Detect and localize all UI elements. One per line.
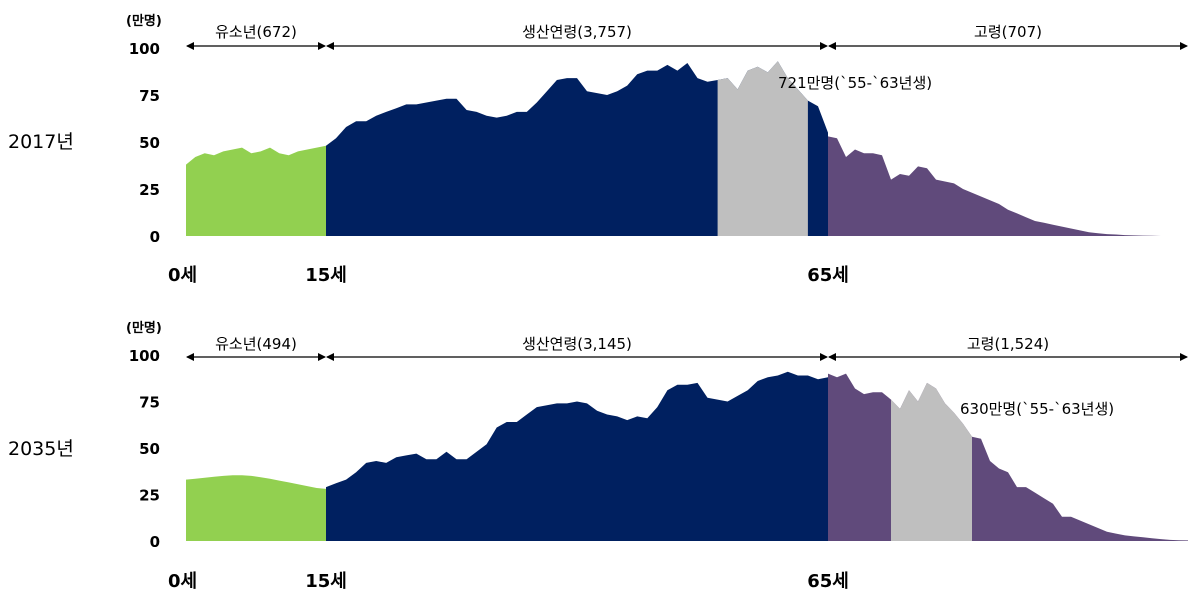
row-label: 2017년 [8, 131, 74, 153]
area-유소년 [186, 145, 326, 236]
babyboom-annotation: 721만명(`55-`63년생) [778, 74, 932, 92]
arrow-head-right [1180, 353, 1188, 361]
area-babyboom [717, 61, 808, 237]
segment-label: 고령(1,524) [967, 335, 1049, 353]
arrow-head-left [186, 353, 194, 361]
x-tick-label: 15세 [305, 265, 347, 286]
row-label: 2035년 [8, 438, 74, 460]
y-tick-label: 75 [139, 394, 160, 412]
arrow-head-right [820, 42, 828, 50]
segment-label-bg [522, 334, 632, 352]
area-고령 [828, 136, 1188, 236]
x-tick-label: 0세 [168, 571, 197, 592]
segment-label: 고령(707) [974, 23, 1042, 41]
area-유소년 [186, 475, 326, 541]
segment-label-bg [522, 22, 632, 40]
y-unit-label: (만명) [126, 13, 162, 29]
y-tick-label: 0 [150, 228, 160, 246]
segment-label: 유소년(672) [215, 23, 297, 41]
y-tick-label: 100 [129, 347, 160, 365]
area-생산연령 [326, 371, 828, 541]
chart-panel-2017년: 2017년 (만명) 100 75 50 25 0 721만명(`55-`63년생) 유소년(6… [8, 13, 1188, 286]
y-unit-label: (만명) [126, 320, 162, 336]
arrow-head-left [326, 42, 334, 50]
arrow-head-left [186, 42, 194, 50]
segment-label-bg [973, 22, 1043, 40]
x-tick-label: 0세 [168, 265, 197, 286]
segment-label: 생산연령(3,757) [522, 23, 632, 41]
segment-label: 유소년(494) [215, 335, 297, 353]
segment-label-bg [216, 22, 296, 40]
arrow-head-right [1180, 42, 1188, 50]
y-tick-label: 100 [129, 40, 160, 58]
area-생산연령 [326, 61, 828, 237]
x-tick-label: 65세 [807, 571, 849, 592]
arrow-head-left [326, 353, 334, 361]
segment-label: 생산연령(3,145) [522, 335, 632, 353]
y-tick-label: 50 [139, 440, 160, 458]
arrow-head-right [318, 353, 326, 361]
arrow-head-left [828, 353, 836, 361]
area-고령 [828, 373, 1188, 541]
y-tick-label: 25 [139, 181, 160, 199]
arrow-head-right [820, 353, 828, 361]
segment-label-bg [963, 334, 1053, 352]
babyboom-annotation: 630만명(`55-`63년생) [960, 400, 1114, 418]
y-tick-label: 50 [139, 134, 160, 152]
x-tick-label: 65세 [807, 265, 849, 286]
segment-label-bg [216, 334, 296, 352]
chart-panel-2035년: 2035년 (만명) 100 75 50 25 0 630만명(`55-`63년생) 유소년(4… [8, 320, 1188, 592]
arrow-head-left [828, 42, 836, 50]
arrow-head-right [318, 42, 326, 50]
y-tick-label: 25 [139, 487, 160, 505]
y-tick-label: 0 [150, 533, 160, 551]
y-tick-label: 75 [139, 87, 160, 105]
x-tick-label: 15세 [305, 571, 347, 592]
area-babyboom [891, 382, 972, 541]
